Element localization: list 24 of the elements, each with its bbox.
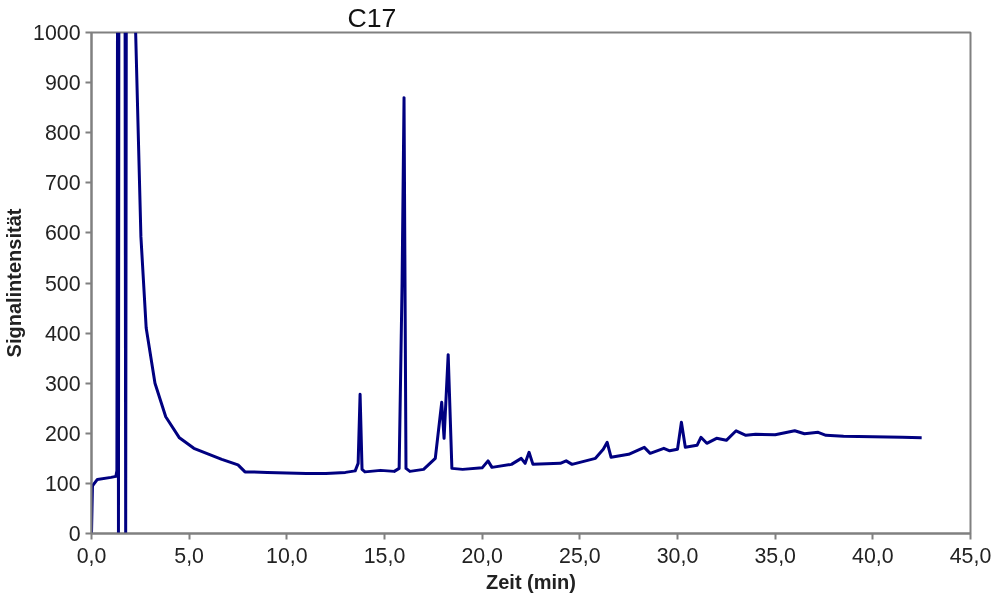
y-tick-label: 500 bbox=[44, 271, 81, 296]
y-tick-label: 0 bbox=[68, 522, 81, 546]
x-tick-label: 5,0 bbox=[174, 543, 205, 568]
y-tick-label: 400 bbox=[44, 321, 81, 346]
y-axis-title: Signalintensität bbox=[3, 208, 26, 358]
x-tick-label: 35,0 bbox=[754, 543, 797, 568]
x-tick-label: 10,0 bbox=[266, 543, 308, 568]
x-tick-label: 15,0 bbox=[363, 543, 406, 568]
y-tick-label: 600 bbox=[44, 221, 81, 246]
y-tick-label: 800 bbox=[44, 121, 81, 146]
x-tick-label: 0,0 bbox=[76, 543, 107, 568]
y-tick-label: 300 bbox=[44, 371, 81, 396]
x-tick-label: 40,0 bbox=[852, 543, 894, 568]
x-axis-title: Zeit (min) bbox=[486, 570, 576, 593]
annotation: C17 bbox=[347, 2, 397, 33]
y-tick-label: 100 bbox=[44, 471, 81, 496]
y-tick-label: 900 bbox=[44, 71, 81, 96]
x-tick-label: 25,0 bbox=[559, 543, 601, 568]
x-tick-label: 45,0 bbox=[949, 543, 992, 568]
y-tick-label: 1000 bbox=[33, 21, 81, 45]
y-tick-label: 200 bbox=[44, 421, 81, 446]
x-tick-label: 20,0 bbox=[461, 543, 504, 568]
y-tick-label: 700 bbox=[44, 171, 81, 196]
x-tick-label: 30,0 bbox=[656, 543, 699, 568]
